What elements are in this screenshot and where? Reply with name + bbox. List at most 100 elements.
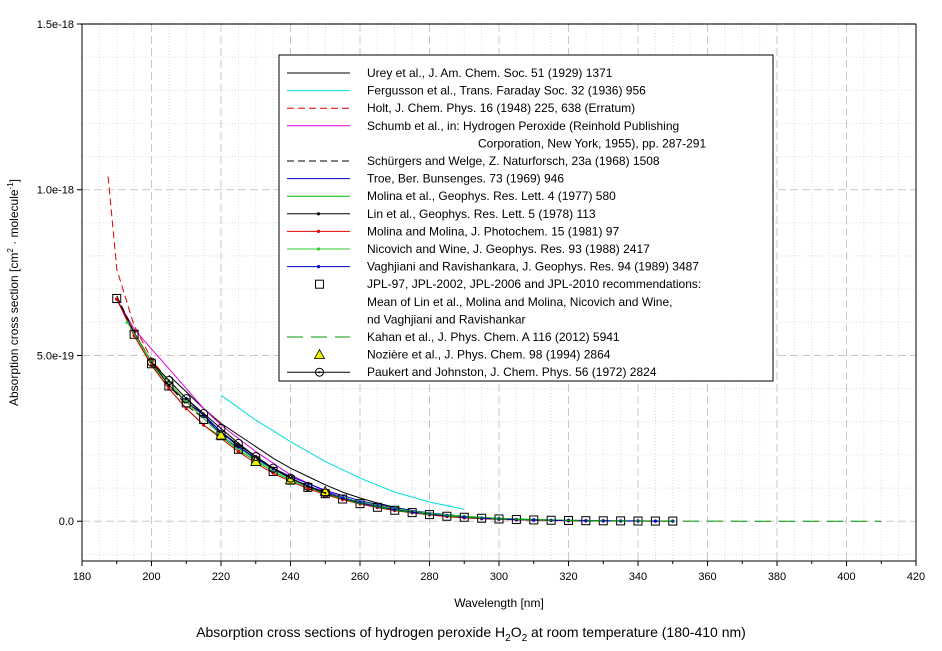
legend-box — [278, 54, 774, 382]
legend-label: Holt, J. Chem. Phys. 16 (1948) 225, 638 … — [367, 101, 635, 115]
legend-label: JPL-97, JPL-2002, JPL-2006 and JPL-2010 … — [367, 277, 701, 291]
legend-label: Schürgers and Welge, Z. Naturforsch, 23a… — [367, 154, 660, 168]
x-axis-title: Wavelength [nm] — [454, 596, 544, 610]
y-axis-title-part: Absorption cross section [cm — [7, 253, 21, 406]
legend-label: Fergusson et al., Trans. Faraday Soc. 32… — [367, 84, 646, 98]
caption-sub: 2 — [505, 632, 511, 644]
series-point — [306, 485, 309, 488]
series-point — [185, 397, 188, 400]
series-point — [315, 279, 324, 289]
series-point — [115, 297, 119, 301]
legend-label: Nicovich and Wine, J. Geophys. Res. 93 (… — [367, 242, 650, 256]
series-point — [164, 375, 174, 385]
x-tick-label: 300 — [490, 571, 508, 583]
series-point — [202, 423, 206, 427]
series-line — [116, 298, 361, 504]
series-point — [601, 519, 605, 523]
series-3 — [116, 298, 361, 504]
legend-label: Mean of Lin et al., Molina and Molina, N… — [367, 295, 673, 309]
series-point — [184, 406, 188, 411]
legend-label: Kahan et al., J. Phys. Chem. A 116 (2012… — [367, 330, 620, 344]
series-point — [150, 361, 153, 364]
series-point — [303, 481, 313, 491]
x-tick-label: 340 — [629, 571, 647, 583]
series-line — [325, 493, 882, 522]
chart-caption: Absorption cross sections of hydrogen pe… — [0, 624, 942, 644]
series-point — [324, 492, 327, 495]
series-point — [320, 488, 330, 498]
legend-label: Nozière et al., J. Phys. Chem. 98 (1994)… — [367, 348, 611, 362]
series-point — [462, 515, 466, 519]
series-point — [215, 429, 227, 440]
series-point — [233, 444, 243, 454]
series-point — [254, 455, 257, 458]
x-tick-label: 260 — [351, 571, 369, 583]
series-point — [199, 414, 209, 424]
x-tick-label: 240 — [281, 571, 299, 583]
series-point — [355, 499, 365, 509]
x-tick-label: 400 — [837, 571, 855, 583]
series-point — [316, 247, 321, 251]
y-tick-label: 1.0e-18 — [37, 185, 74, 197]
y-axis-title-part: ] — [7, 179, 21, 182]
series-point — [341, 496, 345, 500]
series-point — [289, 477, 292, 480]
series-point — [164, 381, 174, 391]
legend-label: Troe, Ber. Bunsenges. 73 (1969) 946 — [367, 172, 564, 186]
series-point — [390, 505, 400, 515]
series-point — [202, 412, 205, 415]
series-point — [286, 473, 295, 483]
series-point — [125, 320, 129, 324]
series-point — [338, 494, 348, 504]
series-point — [147, 357, 156, 367]
caption-sub: 2 — [521, 632, 528, 644]
series-point — [216, 423, 226, 433]
series-point — [129, 329, 139, 339]
series-point — [233, 438, 243, 448]
series-point — [316, 229, 321, 233]
series-point — [199, 408, 209, 418]
series-point — [272, 467, 275, 470]
x-tick-label: 380 — [768, 571, 786, 583]
series-point — [313, 348, 326, 360]
series-point — [318, 371, 321, 374]
legend-label: nd Vaghjiani and Ravishankar — [367, 312, 526, 326]
x-tick-label: 320 — [559, 571, 577, 583]
x-tick-label: 420 — [907, 571, 925, 583]
series-1 — [220, 394, 465, 510]
ticks-layer: 180 200 220 240 260 280 300 320 340 360 380 400 420 0… — [37, 19, 925, 583]
series-point — [251, 452, 261, 462]
legend-label: Molina et al., Geophys. Res. Lett. 4 (19… — [367, 189, 616, 203]
x-tick-label: 360 — [698, 571, 716, 583]
series-point — [584, 519, 588, 523]
series-14 — [147, 357, 330, 498]
series-point — [237, 442, 240, 445]
legend-label: Urey et al., J. Am. Chem. Soc. 51 (1929)… — [367, 66, 613, 80]
legend: Urey et al., J. Am. Chem. Soc. 51 (1929)… — [278, 54, 774, 382]
series-point — [319, 485, 331, 496]
y-tick-label: 1.5e-18 — [37, 19, 74, 31]
legend-label: Molina and Molina, J. Photochem. 15 (198… — [367, 224, 619, 238]
series-point — [236, 450, 240, 454]
y-axis-title: Absorption cross section [cm2 · molecule… — [6, 179, 21, 406]
legend-label: Schumb et al., in: Hydrogen Peroxide (Re… — [367, 119, 679, 133]
series-point — [532, 518, 536, 522]
x-tick-label: 180 — [73, 571, 91, 583]
series-point — [268, 463, 278, 473]
x-tick-label: 200 — [142, 571, 160, 583]
series-point — [112, 293, 122, 303]
legend-label: Corporation, New York, 1955), pp. 287-29… — [478, 136, 706, 150]
series-layer — [107, 176, 882, 526]
series-point — [316, 265, 321, 269]
caption-part: Absorption cross sections of hydrogen pe… — [196, 624, 506, 640]
legend-items: Urey et al., J. Am. Chem. Soc. 51 (1929)… — [287, 66, 706, 379]
series-point — [653, 519, 657, 523]
series-point — [167, 387, 171, 391]
legend-label: Lin et al., Geophys. Res. Lett. 5 (1978)… — [367, 207, 596, 221]
series-point — [181, 394, 191, 404]
series-point — [410, 510, 414, 514]
legend-label: Paukert and Johnston, J. Chem. Phys. 56 … — [367, 365, 657, 379]
series-point — [407, 508, 417, 518]
y-axis-title-sup: -1 — [6, 182, 15, 190]
